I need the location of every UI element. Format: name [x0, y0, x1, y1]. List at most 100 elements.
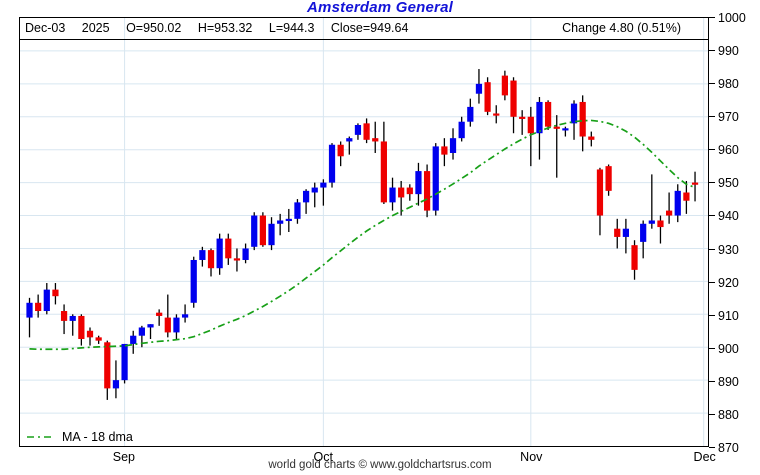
candlestick: [199, 246, 206, 267]
candle-body-down: [596, 169, 604, 216]
candle-body-down: [104, 342, 111, 389]
candle-body-up: [622, 228, 630, 237]
y-tick-mark: [709, 83, 715, 85]
candlestick: [259, 212, 266, 247]
candle-body-up: [147, 324, 154, 328]
candlestick: [579, 95, 586, 152]
x-tick-label-oct: Oct: [313, 450, 333, 464]
candlestick: [112, 360, 120, 399]
candle-body-down: [544, 101, 552, 127]
candle-body-down: [493, 113, 500, 116]
candle-body-up: [640, 223, 647, 242]
candle-body-up: [216, 238, 223, 269]
candle-body-up: [69, 315, 76, 321]
y-tick-mark: [709, 182, 715, 184]
y-tick-mark: [709, 413, 715, 415]
candlestick: [372, 121, 379, 153]
candlestick: [285, 208, 292, 232]
candle-body-up: [389, 187, 396, 203]
y-tick-mark: [709, 281, 715, 283]
candlestick: [52, 283, 59, 305]
candle-body-down: [441, 146, 448, 155]
y-tick-mark: [709, 347, 715, 349]
candlestick: [233, 248, 241, 272]
candle-body-up: [138, 327, 145, 336]
candle-body-up: [346, 138, 353, 142]
candlestick: [674, 184, 681, 223]
candle-body-up: [130, 335, 137, 344]
candle-body-up: [268, 223, 275, 246]
candlestick: [570, 100, 578, 140]
y-tick-label: 890: [718, 374, 739, 389]
candle-body-up: [648, 220, 655, 224]
candlestick: [683, 180, 690, 214]
candle-body-down: [78, 315, 85, 339]
candlestick: [614, 218, 621, 249]
candlestick: [458, 116, 465, 142]
y-tick-mark: [709, 17, 715, 18]
candlestick: [346, 136, 353, 155]
candle-body-down: [86, 330, 94, 338]
candlestick: [475, 69, 483, 104]
y-tick-mark: [709, 447, 715, 448]
ma-dash-icon: [27, 436, 55, 438]
candle-body-up: [311, 187, 318, 193]
candlestick: [415, 162, 422, 206]
candle-body-down: [372, 138, 379, 142]
candlestick: [544, 100, 552, 130]
candle-body-down: [363, 123, 370, 140]
candlestick: [104, 340, 111, 400]
candlestick: [173, 314, 180, 339]
candlestick: [277, 213, 284, 236]
candle-body-down: [553, 126, 560, 129]
candle-body-down: [207, 250, 215, 269]
candlestick: [363, 118, 370, 144]
candlestick: [484, 77, 491, 116]
y-axis: 870 880 890 900 910 920 930 940 950 960 970 980 990 1…: [709, 12, 760, 454]
ma-legend-label: MA - 18 dma: [62, 430, 133, 444]
candle-body-down: [398, 187, 405, 198]
candlestick: [251, 212, 258, 251]
candle-body-up: [475, 83, 483, 94]
candlestick: [181, 304, 189, 323]
candlestick: [441, 138, 448, 167]
candlestick: [588, 131, 595, 147]
quote-low: L=944.3: [268, 21, 315, 35]
candlestick: [501, 70, 508, 101]
candlestick: [605, 164, 612, 196]
candlestick: [69, 314, 76, 336]
candlestick: [493, 105, 500, 124]
candle-body-down: [156, 312, 163, 316]
candle-body-up: [181, 314, 189, 318]
candlestick: [26, 297, 33, 338]
candle-body-up: [26, 302, 33, 318]
candlestick: [640, 220, 647, 259]
candlestick: [553, 115, 560, 178]
candle-body-down: [605, 166, 612, 191]
candle-body-down: [406, 187, 413, 195]
candlestick: [121, 343, 128, 384]
y-tick-mark: [709, 215, 715, 217]
candlestick: [406, 184, 413, 201]
candle-body-down: [259, 215, 266, 246]
y-tick-label: 950: [718, 176, 739, 191]
candle-body-up: [674, 190, 681, 216]
y-tick-label: 930: [718, 242, 739, 257]
candlestick: [43, 283, 50, 315]
candle-body-down: [657, 220, 664, 228]
quote-close: Close=949.64: [330, 21, 409, 35]
candlestick: [95, 335, 102, 344]
candlestick: [130, 330, 137, 354]
chart-canvas: [20, 18, 708, 446]
y-tick-label: 970: [718, 110, 739, 125]
candle-body-up: [467, 106, 474, 122]
y-tick-mark: [709, 248, 715, 250]
candlestick: [467, 98, 474, 127]
candle-body-up: [302, 190, 310, 203]
candlestick: [147, 324, 154, 339]
price-plot-area[interactable]: [19, 17, 709, 447]
candlestick: [389, 177, 396, 211]
candle-body-up: [328, 144, 336, 183]
candlestick: [86, 327, 94, 346]
